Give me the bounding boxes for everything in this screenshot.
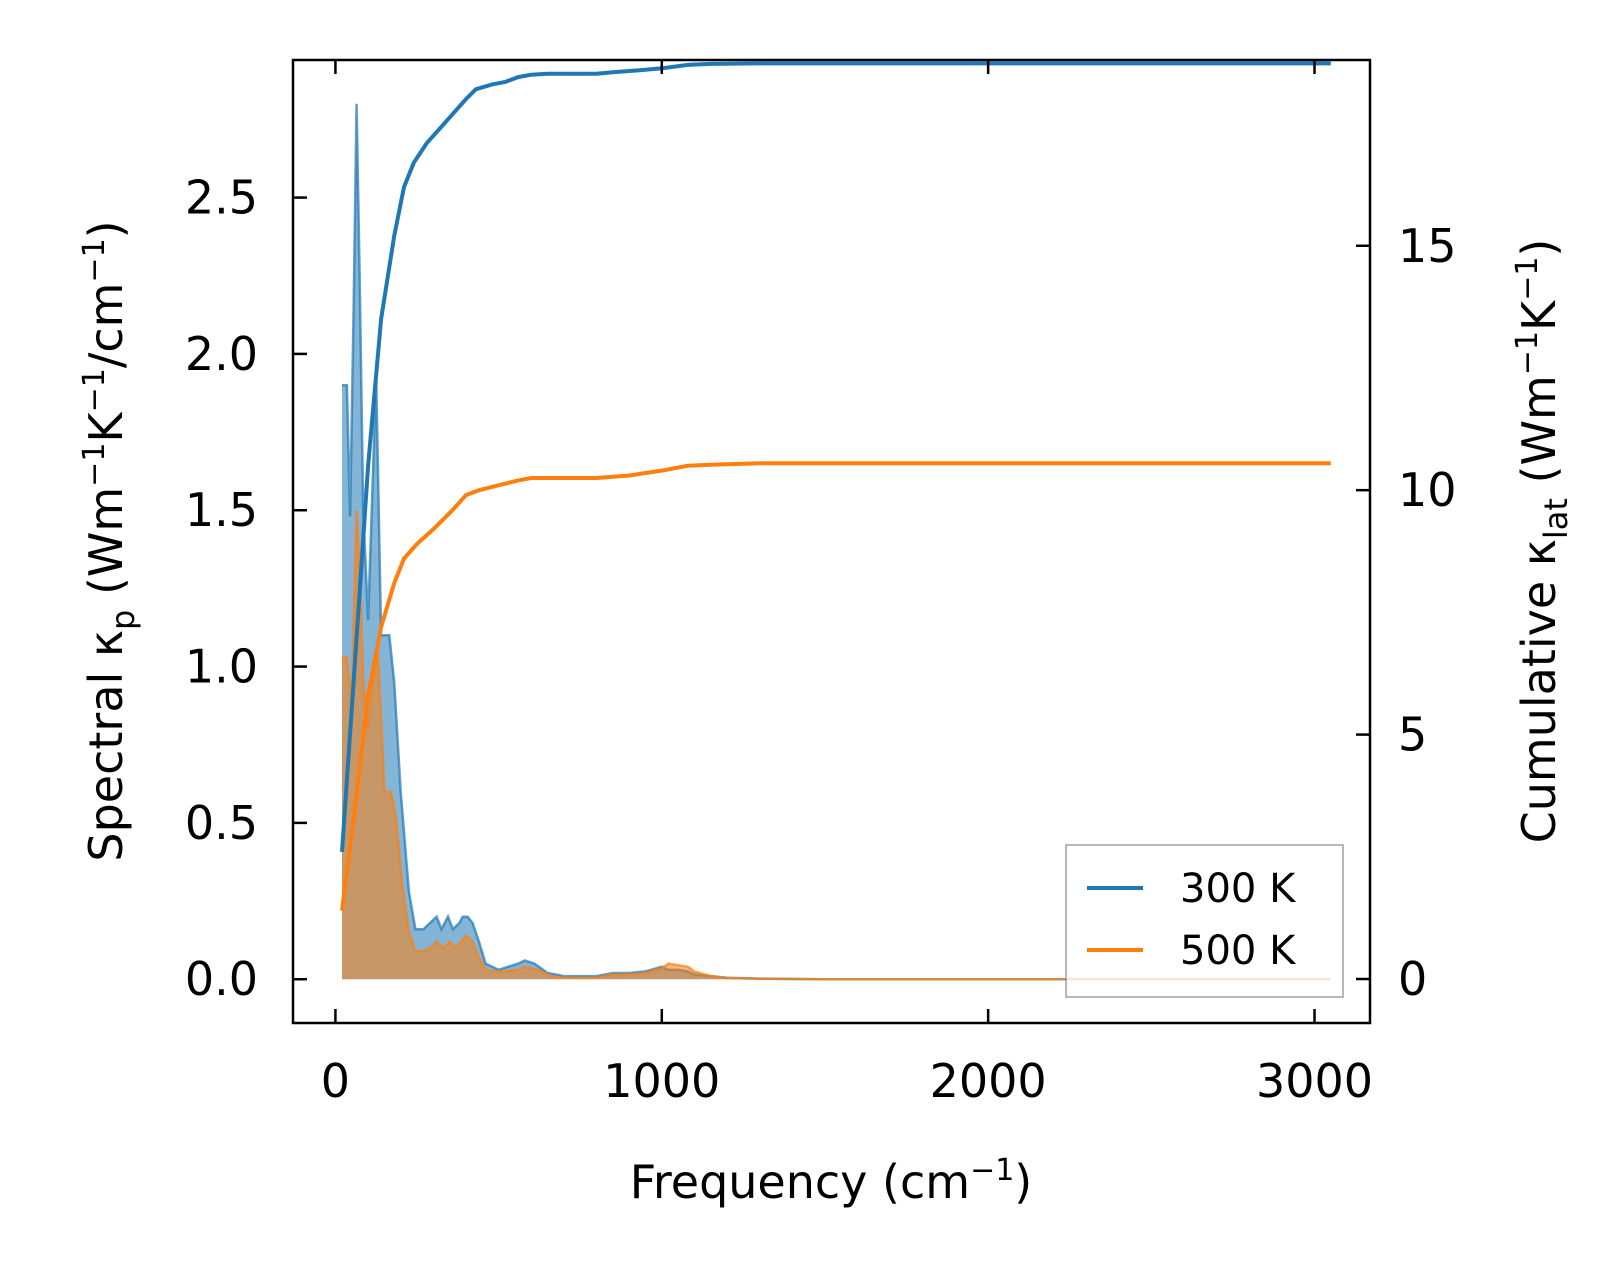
y-left-tick-label: 2.0 [185, 327, 258, 381]
x-tick-label: 3000 [1256, 1054, 1373, 1108]
cumulative-line-0 [340, 61, 1331, 853]
y-left-tick-label: 1.5 [185, 483, 258, 537]
right-y-axis-title: Cumulative κlat (Wm−1K−1) [1510, 239, 1575, 844]
y-left-tick-label: 1.0 [185, 640, 258, 694]
x-axis-title: Frequency (cm−1) [630, 1153, 1033, 1209]
legend-box [1065, 844, 1344, 998]
legend: 300 K 500 K [1065, 844, 1344, 998]
y-right-tick-label: 0 [1398, 952, 1427, 1006]
y-left-tick-label: 2.5 [185, 171, 258, 225]
legend-label-500k: 500 K [1180, 928, 1297, 974]
cumulative-line-1 [340, 461, 1331, 911]
plot-frame [291, 58, 1372, 1025]
legend-label-300k: 300 K [1180, 866, 1297, 912]
y-right-tick-label: 5 [1398, 708, 1427, 762]
axis-ticks: 0 1000 2000 3000 0.0 0.5 1.0 1.5 2.0 2.5 0 5 10 15 [185, 60, 1457, 1108]
y-left-tick-label: 0.0 [185, 952, 258, 1006]
y-right-tick-label: 10 [1398, 463, 1457, 517]
y-left-tick-label: 0.5 [185, 796, 258, 850]
plot-marks [340, 61, 1331, 981]
x-tick-label: 0 [321, 1054, 350, 1108]
y-right-tick-label: 15 [1398, 219, 1457, 273]
x-tick-label: 2000 [930, 1054, 1047, 1108]
x-tick-label: 1000 [603, 1054, 720, 1108]
left-y-axis-title: Spectral κp (Wm−1K−1/cm−1) [77, 220, 142, 861]
